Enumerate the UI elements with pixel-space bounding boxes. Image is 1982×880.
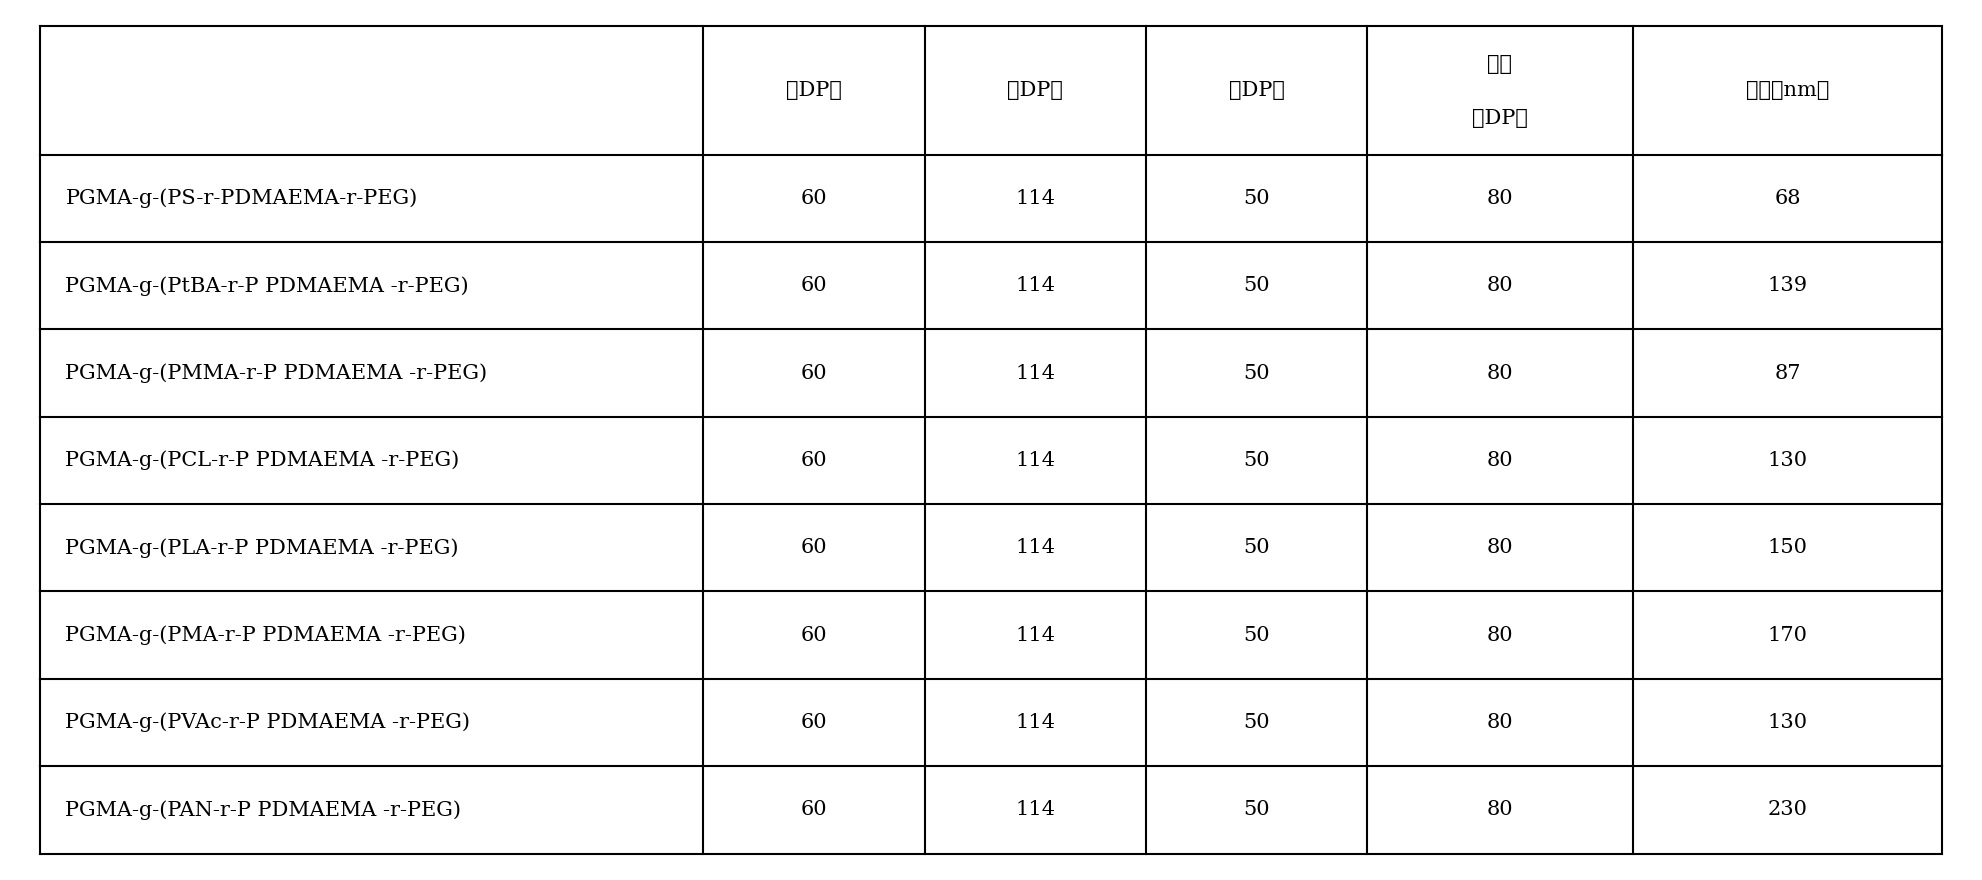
Text: （DP）: （DP） (1473, 109, 1528, 128)
Text: 80: 80 (1486, 276, 1512, 295)
Text: 114: 114 (1015, 539, 1054, 557)
Text: 170: 170 (1768, 626, 1808, 645)
Text: 230: 230 (1768, 801, 1808, 819)
Text: 50: 50 (1243, 451, 1270, 470)
Text: 80: 80 (1486, 363, 1512, 383)
Text: 80: 80 (1486, 451, 1512, 470)
Text: 150: 150 (1768, 539, 1808, 557)
Text: 114: 114 (1015, 451, 1054, 470)
Text: 60: 60 (801, 539, 826, 557)
Text: 80: 80 (1486, 626, 1512, 645)
Text: （DP）: （DP） (1229, 81, 1284, 100)
Text: 114: 114 (1015, 626, 1054, 645)
Text: 60: 60 (801, 276, 826, 295)
Text: 50: 50 (1243, 801, 1270, 819)
Text: 114: 114 (1015, 713, 1054, 732)
Text: 粒径（nm）: 粒径（nm） (1746, 81, 1829, 100)
Text: 50: 50 (1243, 189, 1270, 208)
Text: 60: 60 (801, 189, 826, 208)
Text: （DP）: （DP） (787, 81, 842, 100)
Text: 50: 50 (1243, 276, 1270, 295)
Text: PGMA-g-(PMA-r-P PDMAEMA -r-PEG): PGMA-g-(PMA-r-P PDMAEMA -r-PEG) (65, 626, 466, 645)
Text: 114: 114 (1015, 189, 1054, 208)
Text: PGMA-g-(PS-r-PDMAEMA-r-PEG): PGMA-g-(PS-r-PDMAEMA-r-PEG) (65, 188, 418, 209)
Text: 60: 60 (801, 801, 826, 819)
Text: 139: 139 (1768, 276, 1808, 295)
Text: 114: 114 (1015, 363, 1054, 383)
Text: 80: 80 (1486, 539, 1512, 557)
Text: PGMA-g-(PCL-r-P PDMAEMA -r-PEG): PGMA-g-(PCL-r-P PDMAEMA -r-PEG) (65, 451, 460, 470)
Text: 130: 130 (1768, 713, 1808, 732)
Text: 80: 80 (1486, 713, 1512, 732)
Text: 80: 80 (1486, 189, 1512, 208)
Text: 50: 50 (1243, 713, 1270, 732)
Text: 68: 68 (1774, 189, 1802, 208)
Text: 50: 50 (1243, 363, 1270, 383)
Text: PGMA-g-(PVAc-r-P PDMAEMA -r-PEG): PGMA-g-(PVAc-r-P PDMAEMA -r-PEG) (65, 713, 470, 732)
Text: PGMA-g-(PLA-r-P PDMAEMA -r-PEG): PGMA-g-(PLA-r-P PDMAEMA -r-PEG) (65, 538, 460, 558)
Text: 侧链: 侧链 (1486, 55, 1512, 75)
Text: 80: 80 (1486, 801, 1512, 819)
Text: PGMA-g-(PtBA-r-P PDMAEMA -r-PEG): PGMA-g-(PtBA-r-P PDMAEMA -r-PEG) (65, 275, 470, 296)
Text: 130: 130 (1768, 451, 1808, 470)
Text: 50: 50 (1243, 626, 1270, 645)
Text: 60: 60 (801, 626, 826, 645)
Text: 114: 114 (1015, 276, 1054, 295)
Text: 114: 114 (1015, 801, 1054, 819)
Text: 60: 60 (801, 713, 826, 732)
Text: （DP）: （DP） (1007, 81, 1062, 100)
Text: 60: 60 (801, 451, 826, 470)
Text: 50: 50 (1243, 539, 1270, 557)
Text: PGMA-g-(PMMA-r-P PDMAEMA -r-PEG): PGMA-g-(PMMA-r-P PDMAEMA -r-PEG) (65, 363, 488, 383)
Text: PGMA-g-(PAN-r-P PDMAEMA -r-PEG): PGMA-g-(PAN-r-P PDMAEMA -r-PEG) (65, 800, 462, 820)
Text: 87: 87 (1774, 363, 1802, 383)
Text: 60: 60 (801, 363, 826, 383)
